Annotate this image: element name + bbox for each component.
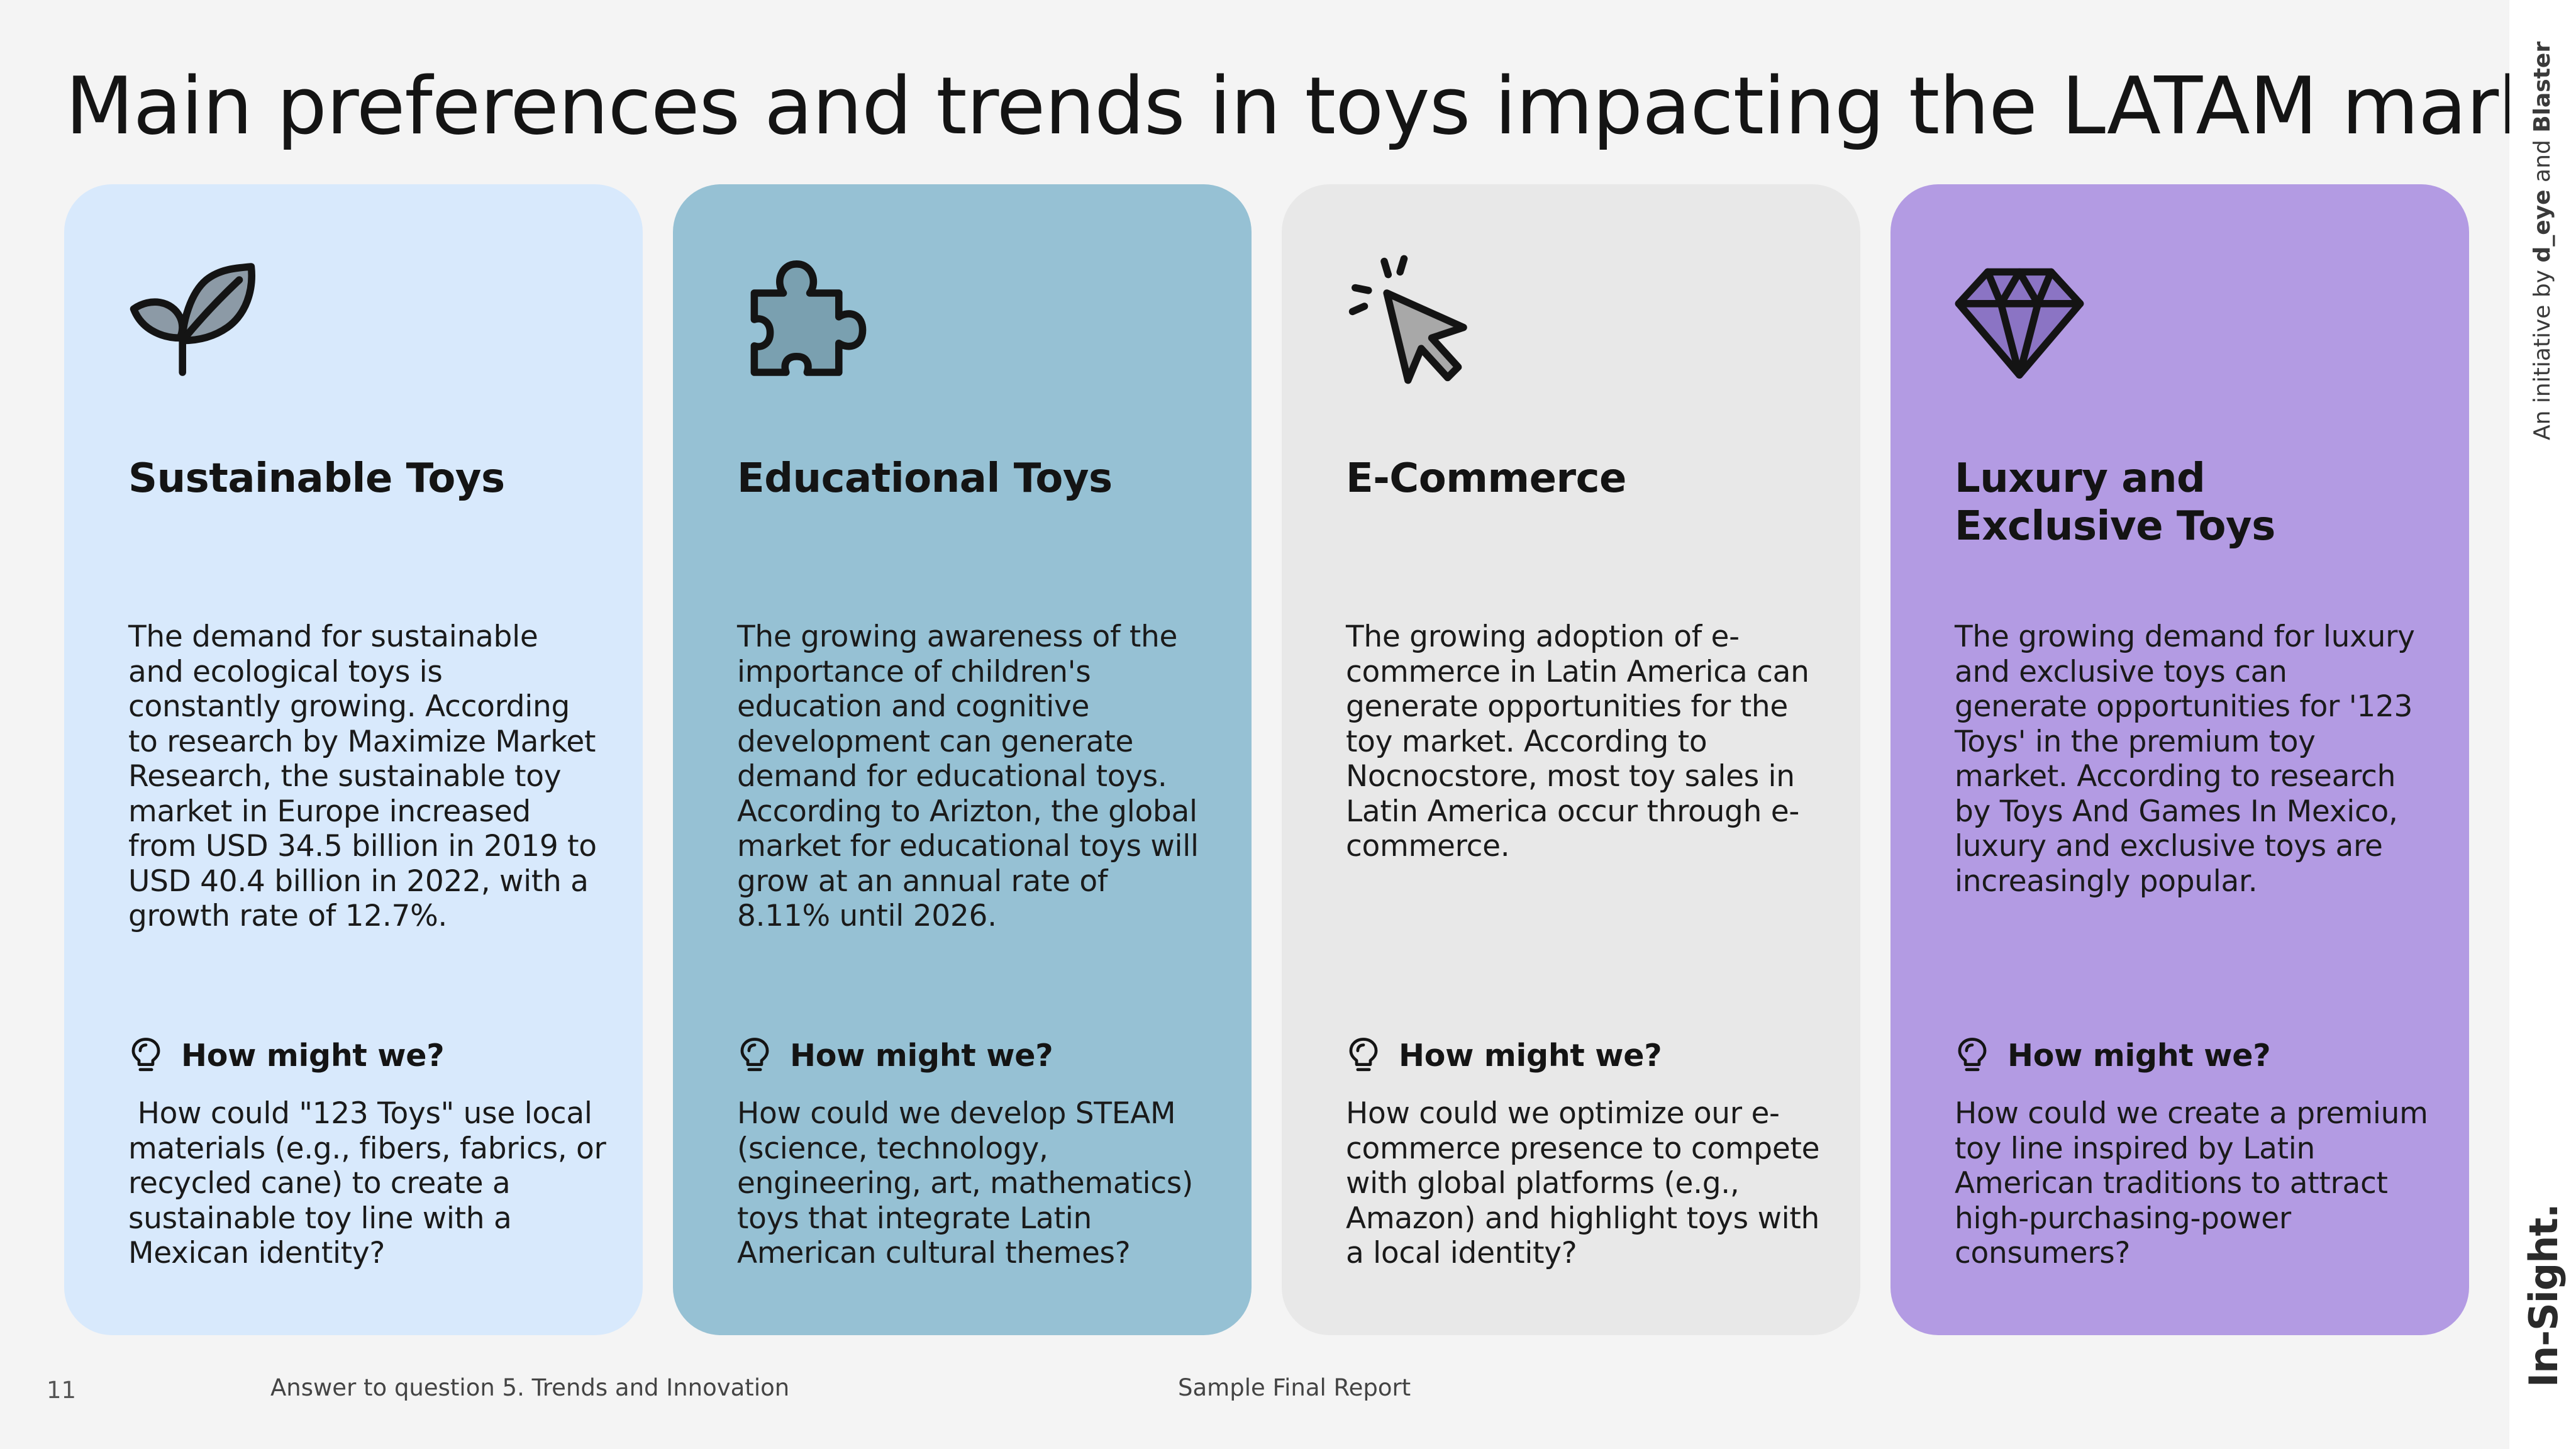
initiative-prefix: An initiative by: [2529, 262, 2555, 440]
footer-report-label: Sample Final Report: [1178, 1374, 1411, 1401]
initiative-name: d_eye: [2529, 189, 2555, 263]
card-heading: Luxury and Exclusive Toys: [1955, 455, 2275, 550]
sprout-leaves-icon: [127, 253, 259, 386]
slide: Main preferences and trends in toys impa…: [47, 62, 2576, 1404]
initiative-partner: Blaster: [2529, 41, 2555, 133]
page-title: Main preferences and trends in toys impa…: [65, 60, 2576, 152]
initiative-credit: An initiative by d_eye and Blaster: [2527, 42, 2558, 440]
how-might-we-label: How might we?: [2007, 1037, 2271, 1074]
trend-card-ecommerce: E-Commerce The growing adoption of e-com…: [1282, 184, 1860, 1335]
page-number: 11: [47, 1377, 77, 1404]
card-heading: E-Commerce: [1346, 455, 1626, 502]
lightbulb-icon: [128, 1036, 164, 1075]
diamond-icon: [1953, 253, 2085, 386]
card-body: The demand for sustainable and ecologica…: [128, 619, 597, 933]
trend-card-sustainable: Sustainable Toys The demand for sustaina…: [64, 184, 643, 1335]
card-heading: Educational Toys: [737, 455, 1113, 502]
card-question: How could we optimize our e-commerce pre…: [1346, 1096, 1820, 1270]
how-might-we-label: How might we?: [1399, 1037, 1662, 1074]
how-might-we-label: How might we?: [181, 1037, 445, 1074]
card-body: The growing awareness of the importance …: [737, 619, 1199, 933]
footer-section-label: Answer to question 5. Trends and Innovat…: [270, 1374, 790, 1401]
how-might-we-label: How might we?: [790, 1037, 1053, 1074]
card-question: How could we create a premium toy line i…: [1955, 1096, 2428, 1270]
initiative-and: and: [2529, 132, 2555, 190]
brand-sidebar: [2509, 0, 2576, 1449]
lightbulb-icon: [1955, 1036, 1990, 1075]
card-question: How could "123 Toys" use local materials…: [128, 1096, 616, 1270]
lightbulb-icon: [737, 1036, 772, 1075]
how-might-we-header: How might we?: [1955, 1033, 2271, 1077]
how-might-we-header: How might we?: [128, 1033, 445, 1077]
lightbulb-icon: [1346, 1036, 1381, 1075]
card-question: How could we develop STEAM (science, tec…: [737, 1096, 1193, 1270]
trend-card-educational: Educational Toys The growing awareness o…: [673, 184, 1252, 1335]
how-might-we-header: How might we?: [1346, 1033, 1662, 1077]
card-heading: Sustainable Toys: [128, 455, 505, 502]
cursor-click-icon: [1345, 253, 1477, 386]
puzzle-piece-icon: [736, 253, 868, 386]
how-might-we-header: How might we?: [737, 1033, 1053, 1077]
trend-card-luxury: Luxury and Exclusive Toys The growing de…: [1890, 184, 2469, 1335]
card-body: The growing demand for luxury and exclus…: [1955, 619, 2415, 899]
card-body: The growing adoption of e-commerce in La…: [1346, 619, 1809, 863]
insight-logo: In-Sight.: [2521, 1204, 2567, 1387]
